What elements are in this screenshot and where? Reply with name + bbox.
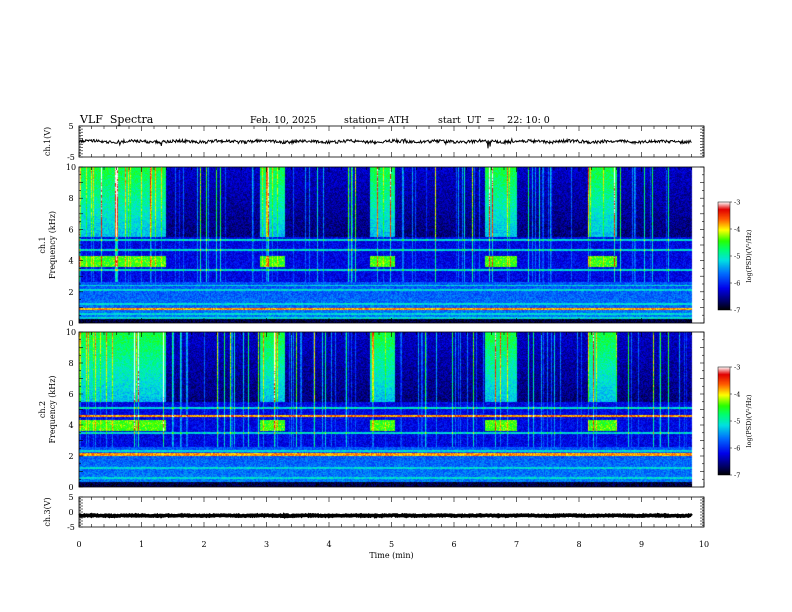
ch3-waveform-ytick-label: 0 — [68, 508, 73, 517]
ch1-colorbar-label: log(PSD)(V²/Hz) — [745, 229, 753, 282]
ch2-colorbar-tick-label: -3 — [734, 364, 740, 372]
ch2-spectrogram-ytick-label: 6 — [68, 390, 73, 399]
ch2-colorbar-tick-label: -7 — [734, 472, 740, 480]
date-label: Feb. 10, 2025 — [250, 115, 317, 126]
ch3-waveform-ylabel: ch.3(V) — [43, 497, 52, 526]
x-tick-label: 2 — [201, 540, 206, 549]
figure-title: VLF Spectra — [80, 113, 154, 126]
ch2-spectrogram-ytick-label: 10 — [66, 328, 76, 337]
ch1-colorbar-tick-label: -3 — [734, 199, 740, 207]
ch3-waveform-ytick-label: -5 — [67, 523, 75, 532]
ch1-spectrogram-ytick-label: 4 — [68, 257, 73, 266]
ch1-waveform-ytick-label: -5 — [67, 153, 75, 162]
ch2-colorbar-tick-label: -5 — [734, 418, 740, 426]
x-tick-label: 10 — [699, 540, 709, 549]
ch2-spectrogram-ylabel: ch.2 — [38, 401, 47, 418]
ch2-spectrogram-heatmap — [79, 332, 704, 487]
ch2-colorbar-tick-label: -6 — [734, 445, 740, 453]
ch2-colorbar-tick-label: -4 — [734, 391, 740, 399]
x-tick-label: 3 — [264, 540, 269, 549]
ch1-waveform-trace — [78, 137, 692, 149]
ch2-spectrogram-ytick-label: 2 — [68, 452, 73, 461]
ch2-colorbar-label: log(PSD)(V²/Hz) — [745, 394, 753, 447]
x-axis-label: Time (min) — [369, 551, 413, 560]
x-tick-label: 9 — [639, 540, 644, 549]
ch1-waveform-ylabel: ch.1(V) — [43, 127, 52, 156]
ch1-spectrogram-ytick-label: 0 — [68, 319, 73, 328]
ch2-spectrogram-ytick-label: 0 — [68, 483, 73, 492]
ch1-spectrogram-ytick-label: 6 — [68, 225, 73, 234]
ch2-spectrogram-ytick-label: 8 — [68, 359, 73, 368]
ch1-colorbar-tick-label: -6 — [734, 280, 740, 288]
ch1-colorbar — [718, 202, 730, 310]
x-tick-label: 5 — [389, 540, 394, 549]
ch2-colorbar — [718, 367, 730, 475]
x-tick-label: 0 — [76, 540, 81, 549]
ch1-spectrogram-ylabel: Frequency (kHz) — [48, 211, 57, 279]
ch1-spectrogram-heatmap — [79, 167, 704, 323]
x-tick-label: 4 — [326, 540, 331, 549]
station-label: station= ATH — [344, 115, 409, 126]
ch1-colorbar-tick-label: -5 — [734, 253, 740, 261]
ch1-spectrogram-ylabel: ch.1 — [38, 236, 47, 253]
x-tick-label: 8 — [576, 540, 581, 549]
ch1-colorbar-tick-label: -4 — [734, 226, 740, 234]
x-tick-label: 1 — [139, 540, 144, 549]
ch1-spectrogram-ytick-label: 10 — [66, 163, 76, 172]
ch1-spectrogram-ytick-label: 2 — [68, 288, 73, 297]
ch2-spectrogram-ytick-label: 4 — [68, 421, 73, 430]
ch2-spectrogram-ylabel: Frequency (kHz) — [48, 375, 57, 443]
ch1-spectrogram-ytick-label: 8 — [68, 194, 73, 203]
ch1-waveform-ytick-label: 5 — [68, 122, 73, 131]
ch3-waveform-ytick-label: 5 — [68, 493, 73, 502]
x-tick-label: 6 — [451, 540, 456, 549]
x-tick-label: 7 — [514, 540, 519, 549]
start-time-label: start UT = 22: 10: 0 — [438, 115, 550, 126]
ch1-colorbar-tick-label: -7 — [734, 307, 740, 315]
ch3-waveform-trace — [78, 512, 693, 519]
